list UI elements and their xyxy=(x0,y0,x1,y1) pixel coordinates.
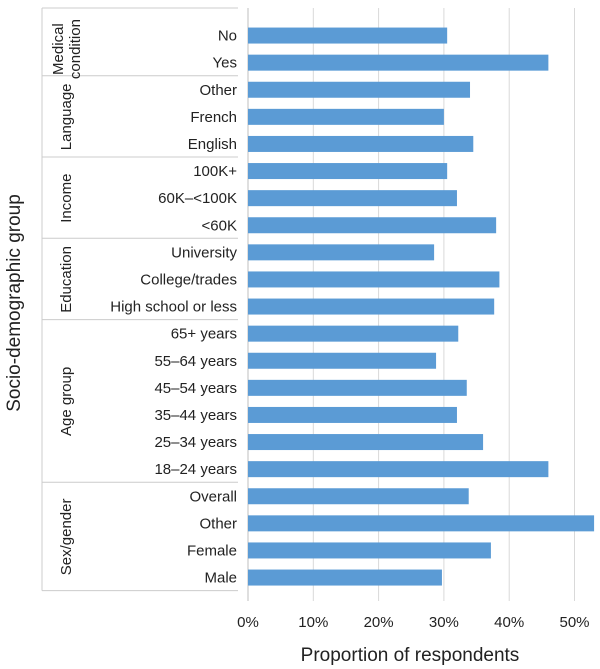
group-labels: Medicalcondition Language Income Education A… xyxy=(50,19,84,575)
category-label: University xyxy=(171,244,237,261)
x-tick-label: 40% xyxy=(494,614,524,631)
x-tick-labels: 0%10%20%30%40%50%60% xyxy=(237,614,589,631)
x-tick-label: 20% xyxy=(364,614,394,631)
bars xyxy=(248,27,595,586)
group-label: Income xyxy=(58,174,75,223)
bar xyxy=(248,434,484,451)
category-label: Overall xyxy=(189,488,237,505)
group-label-line: Sex/gender xyxy=(58,499,75,576)
category-label: 25–34 years xyxy=(154,434,237,451)
group-label: Language xyxy=(58,83,75,150)
group-label-line: Age group xyxy=(58,367,75,436)
bar xyxy=(248,108,444,125)
bar xyxy=(248,217,497,234)
bar xyxy=(248,271,500,288)
bar xyxy=(248,542,491,559)
bar xyxy=(248,379,467,396)
bar xyxy=(248,569,442,586)
bar xyxy=(248,352,437,369)
bar xyxy=(248,515,595,532)
bar xyxy=(248,81,471,98)
category-label: No xyxy=(218,28,237,45)
category-label: <60K xyxy=(202,217,237,234)
x-tick-label: 50% xyxy=(559,614,589,631)
category-label: College/trades xyxy=(140,271,237,288)
group-label: Education xyxy=(58,246,75,313)
group-label: Sex/gender xyxy=(58,499,75,576)
bar xyxy=(248,461,549,478)
group-label-line: Medical xyxy=(50,23,67,75)
x-tick-label: 0% xyxy=(237,614,259,631)
group-label-line: Language xyxy=(58,83,75,150)
group-label: Age group xyxy=(58,367,75,436)
category-label: 100K+ xyxy=(193,163,237,180)
category-label: Male xyxy=(204,570,237,587)
category-label: High school or less xyxy=(110,299,237,316)
x-tick-label: 30% xyxy=(429,614,459,631)
group-separators xyxy=(41,7,238,592)
category-label: Other xyxy=(199,82,237,99)
x-tick-label: 10% xyxy=(298,614,328,631)
bar xyxy=(248,163,448,180)
bar xyxy=(248,244,435,261)
bar xyxy=(248,488,469,505)
category-label: 60K–<100K xyxy=(158,190,237,207)
group-label: Medicalcondition xyxy=(50,19,84,79)
bar xyxy=(248,54,549,71)
y-axis-title: Socio-demographic group xyxy=(4,194,25,412)
bar xyxy=(248,135,474,152)
category-label: 35–44 years xyxy=(154,407,237,424)
category-labels: No Yes Other French English 100K+ 60K–<100K <60… xyxy=(110,28,237,587)
bar xyxy=(248,298,495,315)
x-axis-title: Proportion of respondents xyxy=(301,645,520,666)
category-label: Female xyxy=(187,542,237,559)
category-label: 65+ years xyxy=(171,326,237,343)
category-label: 45–54 years xyxy=(154,380,237,397)
bar xyxy=(248,406,457,423)
bar xyxy=(248,190,457,207)
group-label-line: Income xyxy=(58,174,75,223)
category-label: Yes xyxy=(213,55,237,72)
group-label-line: Education xyxy=(58,246,75,313)
category-label: 18–24 years xyxy=(154,461,237,478)
bar xyxy=(248,325,459,342)
category-label: English xyxy=(188,136,237,153)
bar xyxy=(248,27,448,44)
category-label: 55–64 years xyxy=(154,353,237,370)
category-label: French xyxy=(190,109,237,126)
category-label: Other xyxy=(199,515,237,532)
group-label-line: condition xyxy=(67,19,84,79)
